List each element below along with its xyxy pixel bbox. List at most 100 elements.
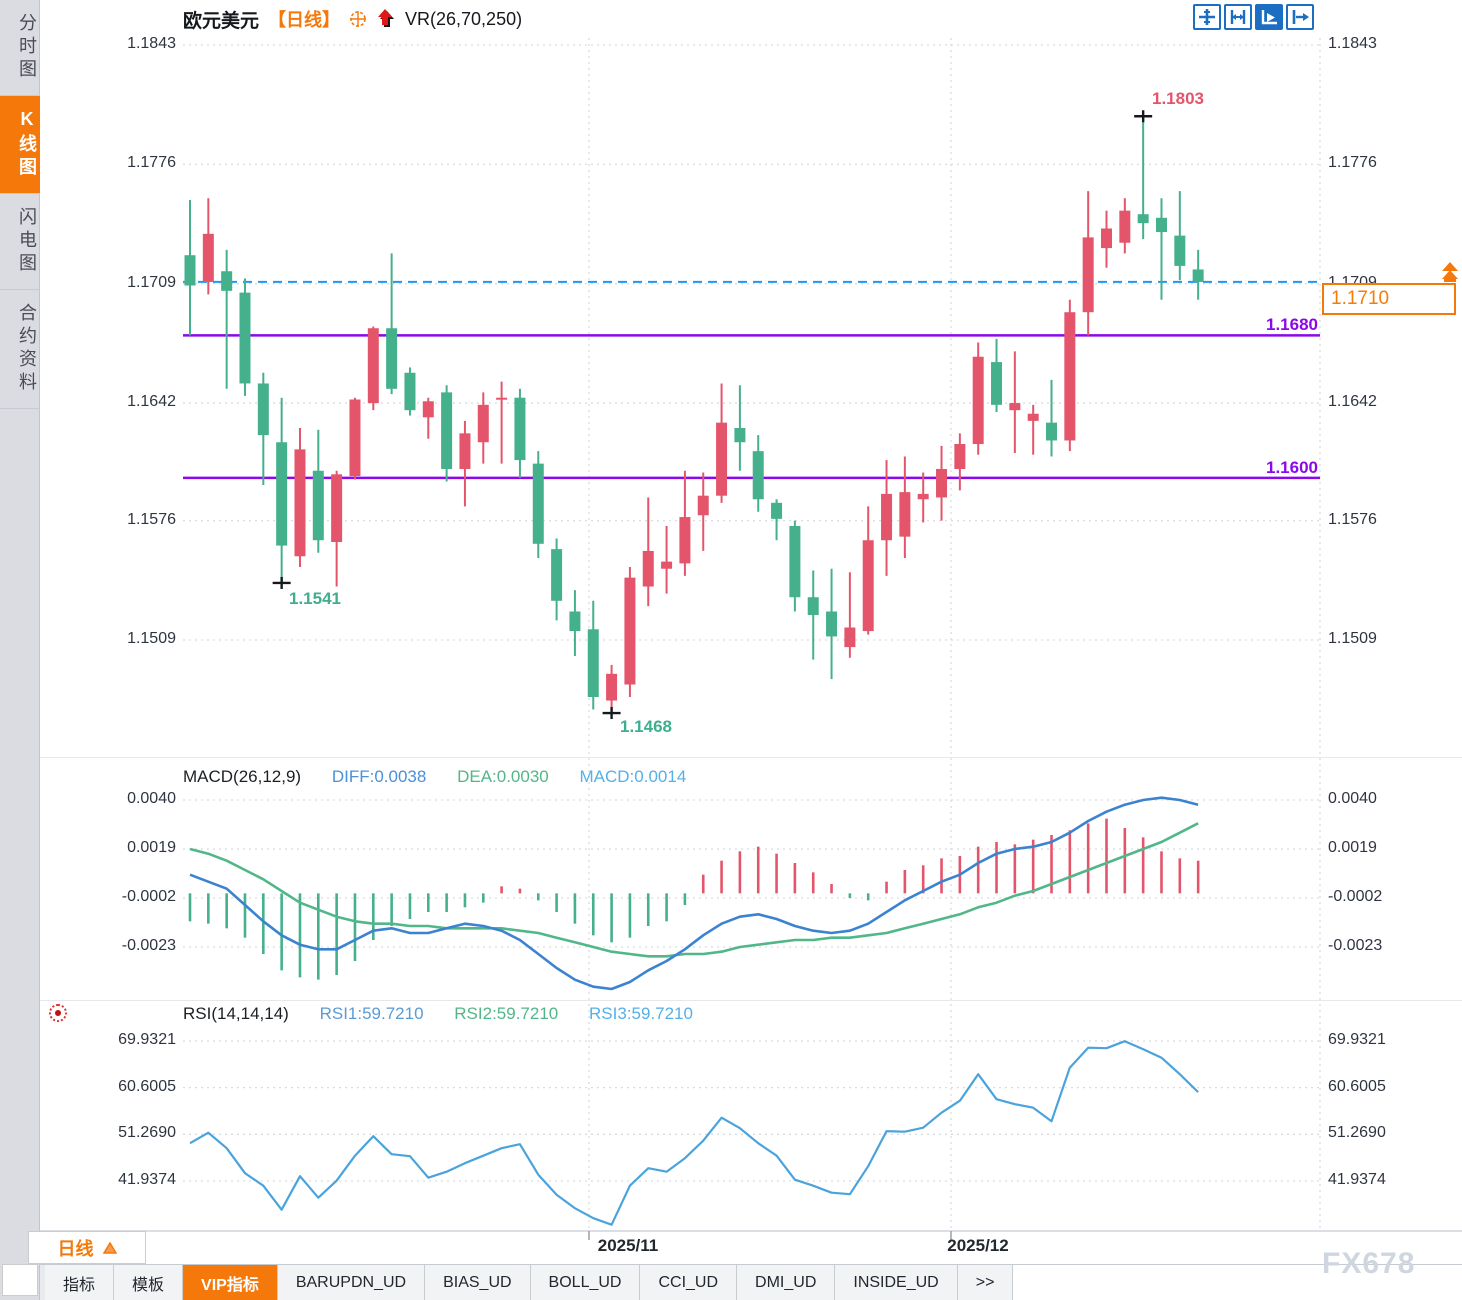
macd-y-tick: 0.0019 <box>127 838 176 856</box>
candle-body <box>459 433 471 469</box>
macd-macd-value: MACD:0.0014 <box>579 767 687 786</box>
swing-high-label: 1.1803 <box>1152 89 1204 108</box>
price-y-tick-right: 1.1509 <box>1328 629 1377 647</box>
candle-body <box>862 540 874 632</box>
period-tag[interactable]: 【日线】 <box>268 10 341 30</box>
jump-to-latest-button[interactable] <box>1286 4 1314 30</box>
candle-body <box>1119 210 1131 243</box>
macd-header: MACD(26,12,9) DIFF:0.0038 DEA:0.0030 MAC… <box>183 767 712 787</box>
axis-range-button[interactable] <box>1224 4 1252 30</box>
sidebar-item-kline-chart[interactable]: K线图 <box>0 96 40 194</box>
tab-more[interactable]: >> <box>957 1265 1014 1300</box>
price-y-tick: 1.1776 <box>127 154 176 172</box>
candle-body <box>1137 214 1149 224</box>
period-selector-label: 日线 <box>57 1238 94 1259</box>
period-selector[interactable]: 日线 <box>28 1231 146 1264</box>
tab-vip-indicators[interactable]: VIP指标 <box>183 1265 278 1300</box>
candle-body <box>697 495 709 516</box>
alert-sun-icon[interactable] <box>49 1004 67 1022</box>
macd-y-tick-right: 0.0019 <box>1328 838 1377 856</box>
candle-body <box>312 470 324 541</box>
candle-body <box>221 271 233 291</box>
sidebar-item-time-share-chart[interactable]: 分时图 <box>0 0 40 96</box>
diff-line <box>189 796 1199 991</box>
price-up-caret-icon <box>1441 262 1459 289</box>
chart-header: 欧元美元 【日线】 VR(26,70,250) <box>183 6 522 32</box>
tab-templates[interactable]: 模板 <box>114 1265 184 1300</box>
triangle-up-icon <box>102 1241 117 1254</box>
price-y-tick-right: 1.1843 <box>1328 35 1377 52</box>
target-icon[interactable] <box>349 10 367 28</box>
rsi-y-tick-right: 51.2690 <box>1328 1124 1386 1142</box>
tab-bias-ud[interactable]: BIAS_UD <box>425 1265 531 1300</box>
rsi-y-tick-right: 41.9374 <box>1328 1170 1386 1188</box>
candle-body <box>1155 217 1167 233</box>
candle-body <box>789 525 801 598</box>
macd-y-tick-right: -0.0002 <box>1328 887 1383 905</box>
candle-body <box>331 474 343 543</box>
watermark: FX678 <box>1322 1247 1416 1280</box>
candle-body <box>1101 228 1112 249</box>
candle-body <box>587 629 599 697</box>
price-y-tick: 1.1709 <box>127 273 176 291</box>
candle-body <box>679 517 691 564</box>
rsi-title: RSI(14,14,14) <box>183 1004 289 1023</box>
tab-dmi-ud[interactable]: DMI_UD <box>737 1265 836 1300</box>
candle-body <box>1046 422 1058 441</box>
candle-body <box>624 577 636 685</box>
left-sidebar: 分时图 K线图 闪电图 合约资料 <box>0 0 40 1300</box>
auto-play-button[interactable] <box>1255 4 1283 30</box>
candle-body <box>276 442 288 546</box>
rsi3-value: RSI3:59.7210 <box>588 1004 693 1023</box>
candle-body <box>367 328 379 404</box>
tab-inside-ud[interactable]: INSIDE_UD <box>835 1265 958 1300</box>
candle-body <box>1174 235 1186 266</box>
price-y-tick-right: 1.1642 <box>1328 393 1377 411</box>
macd-y-tick: -0.0023 <box>121 936 176 954</box>
candle-body <box>441 392 453 469</box>
tab-barupdn-ud[interactable]: BARUPDN_UD <box>277 1265 426 1300</box>
candle-body <box>844 627 856 648</box>
macd-title: MACD(26,12,9) <box>183 767 302 786</box>
tab-indicators[interactable]: 指标 <box>45 1265 115 1300</box>
macd-diff-value: DIFF:0.0038 <box>331 767 427 786</box>
candle-body <box>514 397 526 461</box>
swing-low-label-1: 1.1541 <box>289 589 341 608</box>
up-arrow-icon <box>376 8 396 30</box>
candle-body <box>807 597 819 616</box>
candle-body <box>1082 237 1094 313</box>
candle-body <box>1064 312 1076 441</box>
crosshair-button[interactable] <box>1193 4 1221 30</box>
candle-body <box>752 451 764 500</box>
price-y-tick: 1.1509 <box>127 629 176 647</box>
price-y-tick: 1.1843 <box>127 35 176 52</box>
sidebar-item-contract-info[interactable]: 合约资料 <box>0 290 40 409</box>
candle-body <box>349 399 361 477</box>
macd-y-tick: -0.0002 <box>121 887 176 905</box>
candle-body <box>551 549 563 601</box>
swing-low-label-2: 1.1468 <box>620 717 672 736</box>
rsi2-value: RSI2:59.7210 <box>454 1004 559 1023</box>
candle-body <box>954 444 966 469</box>
candle-body <box>716 422 728 496</box>
price-y-tick: 1.1576 <box>127 510 176 528</box>
candle-body <box>1192 269 1204 282</box>
candle-body <box>1009 403 1021 411</box>
macd-dea-value: DEA:0.0030 <box>457 767 549 786</box>
candle-body <box>386 328 398 389</box>
symbol-title: 欧元美元 <box>183 10 260 32</box>
sidebar-item-flash-chart[interactable]: 闪电图 <box>0 194 40 290</box>
overlay-indicator-label[interactable]: VR(26,70,250) <box>405 8 523 29</box>
rsi-y-tick: 69.9321 <box>118 1031 176 1048</box>
candle-body <box>1027 413 1039 421</box>
candle-body <box>642 550 654 587</box>
support-level-label: 1.1600 <box>1266 458 1318 477</box>
tab-boll-ud[interactable]: BOLL_UD <box>530 1265 641 1300</box>
rsi1-value: RSI1:59.7210 <box>319 1004 424 1023</box>
macd-y-tick-right: 0.0040 <box>1328 790 1377 807</box>
candle-body <box>826 611 838 637</box>
rsi-y-tick: 51.2690 <box>118 1124 176 1142</box>
tab-cci-ud[interactable]: CCI_UD <box>640 1265 738 1300</box>
x-axis-label-november: 2025/11 <box>597 1236 659 1255</box>
